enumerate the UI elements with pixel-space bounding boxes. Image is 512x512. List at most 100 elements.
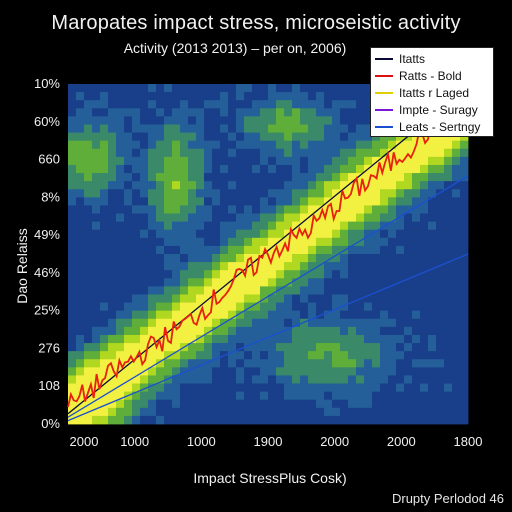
- heat-cell: [228, 173, 237, 182]
- heat-cell: [292, 108, 301, 117]
- heat-cell: [308, 343, 317, 352]
- heat-cell: [276, 116, 285, 125]
- heat-cell: [356, 391, 365, 401]
- heat-cell: [364, 254, 373, 263]
- heat-cell: [108, 140, 117, 150]
- heat-cell: [204, 164, 213, 174]
- heat-cell: [228, 286, 237, 295]
- heat-cell: [292, 221, 301, 231]
- heat-cell: [388, 229, 397, 239]
- heat-cell: [428, 359, 437, 368]
- heat-cell: [100, 197, 109, 206]
- heat-cell: [308, 318, 317, 328]
- heat-cell: [92, 148, 101, 158]
- heat-cell: [220, 173, 229, 182]
- heat-cell: [300, 399, 309, 409]
- heat-cell: [212, 181, 221, 190]
- heat-cell: [212, 132, 221, 142]
- heat-cell: [188, 318, 197, 328]
- heat-cell: [364, 229, 373, 239]
- heat-cell: [180, 205, 189, 214]
- heat-cell: [236, 132, 245, 142]
- heat-cell: [140, 318, 149, 328]
- heat-cell: [164, 367, 173, 376]
- heat-cell: [156, 310, 165, 320]
- heat-cell: [388, 334, 397, 344]
- heat-cell: [204, 189, 213, 198]
- heat-cell: [180, 262, 189, 271]
- heat-cell: [164, 92, 173, 101]
- heat-cell: [92, 213, 101, 223]
- heat-cell: [396, 302, 405, 312]
- heat-cell: [436, 262, 445, 271]
- heat-cell: [284, 278, 293, 287]
- heat-cell: [188, 367, 197, 376]
- heat-cell: [68, 278, 77, 287]
- heat-cell: [380, 391, 389, 401]
- heat-cell: [204, 367, 213, 376]
- heat-cell: [356, 124, 365, 133]
- heat-cell: [268, 407, 277, 417]
- heat-cell: [172, 221, 181, 231]
- heat-cell: [180, 84, 189, 93]
- heat-cell: [444, 213, 453, 223]
- heat-cell: [276, 367, 285, 376]
- heat-cell: [292, 92, 301, 101]
- heat-cell: [356, 375, 365, 384]
- heat-cell: [188, 156, 197, 166]
- heat-cell: [228, 254, 237, 263]
- heat-cell: [132, 140, 141, 150]
- heat-cell: [140, 343, 149, 352]
- heat-cell: [428, 156, 437, 166]
- heat-cell: [156, 391, 165, 401]
- heat-cell: [76, 181, 85, 190]
- heat-cell: [212, 286, 221, 295]
- heat-cell: [252, 92, 261, 101]
- heat-cell: [236, 100, 245, 109]
- heat-cell: [76, 116, 85, 125]
- heat-cell: [356, 367, 365, 376]
- heat-cell: [180, 148, 189, 158]
- heat-cell: [324, 84, 333, 93]
- heat-cell: [76, 302, 85, 312]
- heat-cell: [68, 132, 77, 142]
- heat-cell: [148, 383, 157, 393]
- heat-cell: [324, 100, 333, 109]
- heat-cell: [76, 343, 85, 352]
- heat-cell: [460, 237, 469, 247]
- heat-cell: [116, 148, 125, 158]
- legend-label: Itatts: [399, 52, 426, 66]
- heat-cell: [332, 181, 341, 190]
- heat-cell: [68, 181, 77, 190]
- heat-cell: [324, 407, 333, 417]
- heat-cell: [124, 359, 133, 368]
- heat-cell: [260, 391, 269, 401]
- heat-cell: [348, 189, 357, 198]
- heat-cell: [196, 391, 205, 401]
- heat-cell: [220, 302, 229, 312]
- heat-cell: [348, 213, 357, 223]
- heat-cell: [372, 213, 381, 223]
- heat-cell: [132, 84, 141, 93]
- heat-cell: [436, 407, 445, 417]
- heat-cell: [76, 351, 85, 360]
- heat-cell: [204, 343, 213, 352]
- heat-cell: [188, 343, 197, 352]
- heat-cell: [164, 254, 173, 263]
- heat-cell: [404, 181, 413, 190]
- heat-cell: [412, 278, 421, 287]
- heat-cell: [308, 326, 317, 336]
- heat-cell: [324, 132, 333, 142]
- heat-cell: [420, 359, 429, 368]
- heat-cell: [108, 286, 117, 295]
- heat-cell: [324, 237, 333, 247]
- heat-cell: [92, 270, 101, 279]
- heat-cell: [260, 407, 269, 417]
- heat-cell: [332, 302, 341, 312]
- heat-cell: [340, 92, 349, 101]
- heat-cell: [308, 148, 317, 158]
- heat-cell: [204, 213, 213, 223]
- heat-cell: [172, 278, 181, 287]
- heat-cell: [68, 415, 77, 425]
